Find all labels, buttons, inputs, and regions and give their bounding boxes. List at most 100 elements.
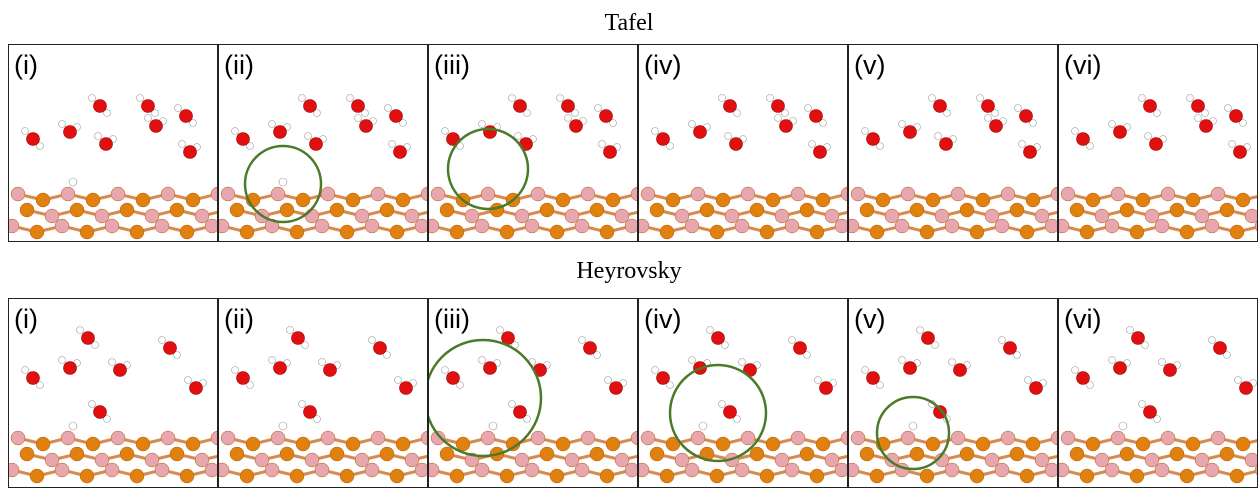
oxygen bbox=[399, 381, 413, 395]
panel-border bbox=[428, 44, 638, 242]
hydrogen bbox=[1013, 351, 1021, 359]
atom bbox=[85, 436, 101, 452]
hydrogen bbox=[598, 140, 606, 148]
atom bbox=[1094, 452, 1110, 468]
hydrogen bbox=[496, 326, 504, 334]
atom bbox=[574, 462, 590, 478]
atom bbox=[135, 192, 151, 208]
oxygen bbox=[393, 145, 407, 159]
atom bbox=[345, 192, 361, 208]
hydrogen bbox=[36, 381, 44, 389]
hydrogen bbox=[1108, 120, 1116, 128]
atom bbox=[790, 186, 806, 202]
hydrogen bbox=[1223, 351, 1231, 359]
panel-label: (ii) bbox=[224, 50, 254, 80]
oxygen bbox=[323, 363, 337, 377]
hydrogen bbox=[819, 119, 827, 127]
hydrogen bbox=[68, 177, 78, 187]
atom bbox=[1179, 468, 1195, 484]
atom bbox=[909, 202, 925, 218]
atom bbox=[900, 186, 916, 202]
hydrogen bbox=[916, 326, 924, 334]
atom bbox=[1229, 224, 1245, 240]
atom bbox=[329, 202, 345, 218]
atom bbox=[1135, 192, 1151, 208]
atom bbox=[1235, 192, 1251, 208]
atom bbox=[239, 468, 255, 484]
atom bbox=[984, 452, 1000, 468]
hydrogen bbox=[478, 120, 486, 128]
atom bbox=[10, 186, 26, 202]
oxygen bbox=[1163, 363, 1177, 377]
row-title: Heyrovsky bbox=[576, 258, 681, 284]
atom bbox=[799, 446, 815, 462]
atom bbox=[589, 446, 605, 462]
panel-content bbox=[1058, 326, 1258, 484]
hydrogen bbox=[1224, 104, 1232, 112]
atom bbox=[1135, 436, 1151, 452]
panel-label: (i) bbox=[14, 50, 38, 80]
atom bbox=[749, 202, 765, 218]
atom bbox=[29, 468, 45, 484]
atom bbox=[848, 218, 860, 234]
hydrogen bbox=[1086, 142, 1094, 150]
atom bbox=[430, 430, 446, 446]
atom bbox=[909, 446, 925, 462]
oxygen bbox=[989, 119, 1003, 133]
oxygen bbox=[1076, 371, 1090, 385]
hydrogen bbox=[523, 109, 531, 117]
hydrogen bbox=[1018, 140, 1026, 148]
atom bbox=[220, 186, 236, 202]
atom bbox=[894, 218, 910, 234]
atom bbox=[1204, 218, 1220, 234]
atom bbox=[179, 224, 195, 240]
hydrogen bbox=[1158, 358, 1166, 366]
hydrogen bbox=[313, 109, 321, 117]
atom bbox=[969, 468, 985, 484]
atom bbox=[614, 452, 630, 468]
hydrogen bbox=[354, 114, 362, 122]
atom bbox=[740, 186, 756, 202]
atom bbox=[674, 208, 690, 224]
hydrogen bbox=[564, 114, 572, 122]
atom bbox=[1060, 430, 1076, 446]
hydrogen bbox=[718, 400, 726, 408]
atom bbox=[370, 186, 386, 202]
atom bbox=[19, 446, 35, 462]
hydrogen bbox=[774, 114, 782, 122]
atom bbox=[850, 186, 866, 202]
hydrogen bbox=[706, 326, 714, 334]
atom bbox=[1144, 208, 1160, 224]
atom bbox=[104, 462, 120, 478]
atom bbox=[1058, 462, 1070, 478]
atom bbox=[404, 208, 420, 224]
panel: (iv) bbox=[638, 298, 848, 488]
hydrogen bbox=[898, 356, 906, 364]
hydrogen bbox=[523, 415, 531, 423]
atom bbox=[254, 452, 270, 468]
oxygen bbox=[809, 109, 823, 123]
atom bbox=[1025, 436, 1041, 452]
oxygen bbox=[63, 361, 77, 375]
oxygen bbox=[179, 109, 193, 123]
atom bbox=[1194, 208, 1210, 224]
oxygen bbox=[373, 341, 387, 355]
atom bbox=[289, 468, 305, 484]
atom bbox=[564, 208, 580, 224]
hydrogen bbox=[556, 94, 564, 102]
hydrogen bbox=[91, 341, 99, 349]
panel-content bbox=[8, 94, 218, 240]
oxygen bbox=[723, 405, 737, 419]
atom bbox=[229, 446, 245, 462]
atom bbox=[605, 436, 621, 452]
atom bbox=[1044, 218, 1058, 234]
atom bbox=[549, 224, 565, 240]
atom bbox=[54, 462, 70, 478]
atom bbox=[279, 202, 295, 218]
hydrogen bbox=[808, 140, 816, 148]
oxygen bbox=[359, 119, 373, 133]
panel-border bbox=[8, 44, 218, 242]
hydrogen bbox=[313, 415, 321, 423]
atom bbox=[364, 462, 380, 478]
atom bbox=[884, 208, 900, 224]
